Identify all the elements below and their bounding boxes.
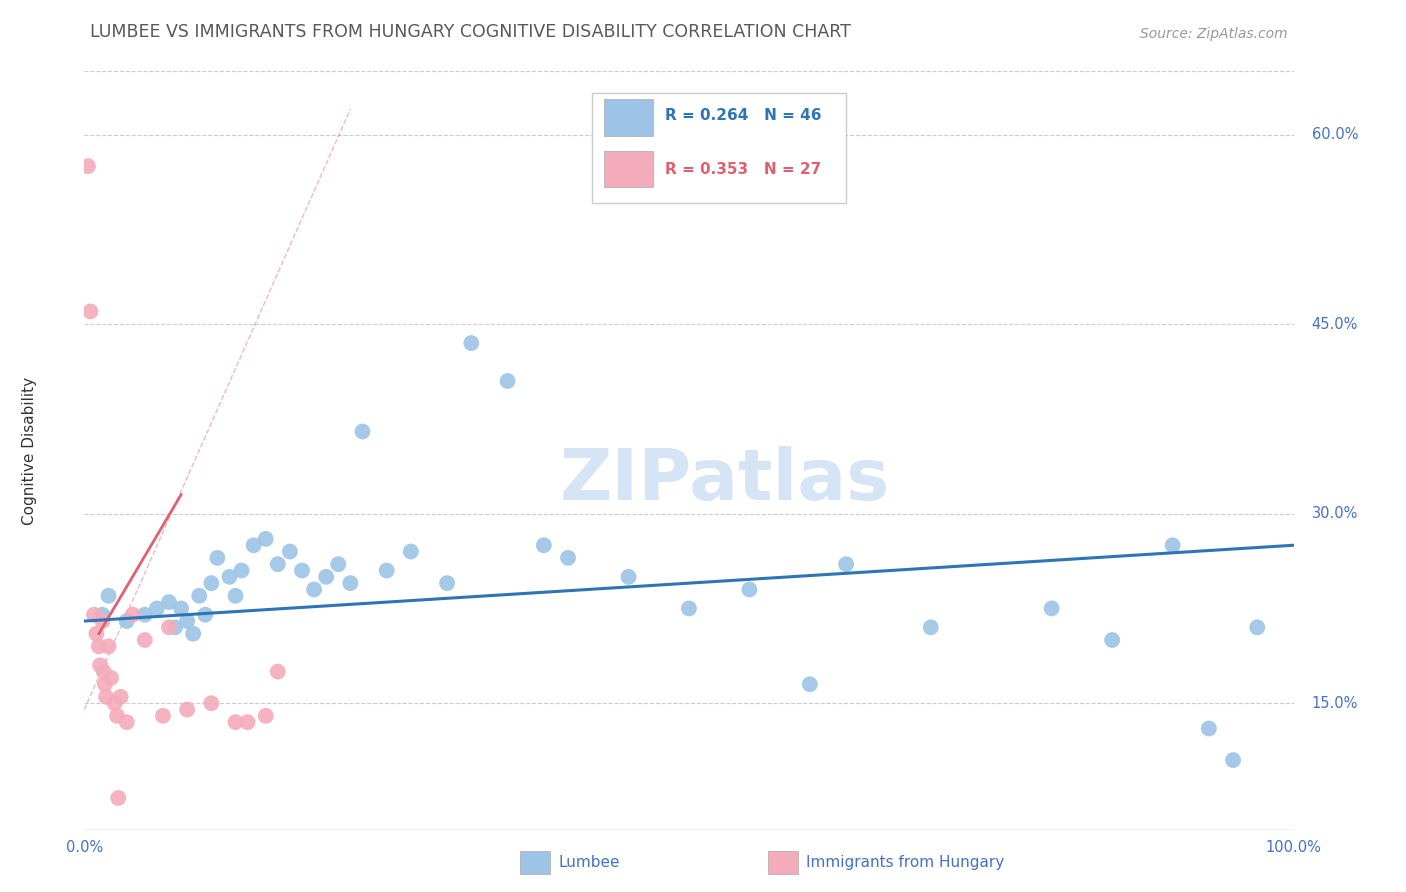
Point xyxy=(236,715,259,730)
Point xyxy=(87,640,110,654)
Point xyxy=(97,589,120,603)
Point xyxy=(267,557,290,572)
Text: 45.0%: 45.0% xyxy=(1312,317,1358,332)
Point xyxy=(115,614,138,628)
Point xyxy=(200,576,222,591)
Point xyxy=(267,665,290,679)
Text: Cognitive Disability: Cognitive Disability xyxy=(22,376,38,524)
Point xyxy=(107,791,129,805)
Point xyxy=(1198,722,1220,736)
Point xyxy=(181,626,204,640)
Text: 15.0%: 15.0% xyxy=(1312,696,1358,711)
Point xyxy=(157,620,180,634)
Point xyxy=(152,708,174,723)
Point xyxy=(94,677,117,691)
Point xyxy=(799,677,821,691)
Point xyxy=(242,538,264,552)
Point xyxy=(218,570,240,584)
Text: ZIPatlas: ZIPatlas xyxy=(560,446,890,516)
Point xyxy=(339,576,361,591)
Point xyxy=(557,550,579,565)
Point xyxy=(100,671,122,685)
FancyBboxPatch shape xyxy=(592,93,846,202)
Point xyxy=(315,570,337,584)
Point xyxy=(89,658,111,673)
Text: Immigrants from Hungary: Immigrants from Hungary xyxy=(806,855,1004,870)
Point xyxy=(134,633,156,648)
Point xyxy=(496,374,519,388)
Point xyxy=(91,607,114,622)
Point xyxy=(170,601,193,615)
Text: 60.0%: 60.0% xyxy=(1312,127,1358,142)
Point xyxy=(278,544,301,558)
Point xyxy=(188,589,211,603)
Point xyxy=(328,557,350,572)
Point xyxy=(207,550,229,565)
Point xyxy=(835,557,858,572)
Point xyxy=(1246,620,1268,634)
Point xyxy=(134,607,156,622)
Point xyxy=(83,607,105,622)
Point xyxy=(165,620,187,634)
Point xyxy=(352,425,374,439)
Point xyxy=(1161,538,1184,552)
Point xyxy=(254,532,277,546)
Point xyxy=(1222,753,1244,767)
Point xyxy=(291,564,314,578)
Point xyxy=(94,690,117,704)
Point xyxy=(77,159,100,173)
Point xyxy=(920,620,942,634)
Text: R = 0.264   N = 46: R = 0.264 N = 46 xyxy=(665,108,821,123)
Text: 0.0%: 0.0% xyxy=(66,839,103,855)
Point xyxy=(225,715,247,730)
Point xyxy=(302,582,325,597)
Point xyxy=(678,601,700,615)
Point xyxy=(146,601,169,615)
Point xyxy=(97,640,120,654)
Text: Source: ZipAtlas.com: Source: ZipAtlas.com xyxy=(1140,27,1288,41)
Point xyxy=(176,614,198,628)
Text: R = 0.353   N = 27: R = 0.353 N = 27 xyxy=(665,162,821,178)
Point xyxy=(200,696,222,710)
Point xyxy=(1040,601,1063,615)
Text: Lumbee: Lumbee xyxy=(558,855,620,870)
Point xyxy=(105,708,128,723)
Point xyxy=(79,304,101,318)
Point xyxy=(533,538,555,552)
Point xyxy=(617,570,640,584)
Point xyxy=(375,564,398,578)
Bar xyxy=(520,851,550,873)
Point xyxy=(225,589,247,603)
Point xyxy=(86,626,108,640)
Point xyxy=(399,544,422,558)
Point xyxy=(176,702,198,716)
Point xyxy=(115,715,138,730)
Point xyxy=(254,708,277,723)
Point xyxy=(194,607,217,622)
Point xyxy=(436,576,458,591)
Point xyxy=(738,582,761,597)
Point xyxy=(460,336,482,351)
Text: LUMBEE VS IMMIGRANTS FROM HUNGARY COGNITIVE DISABILITY CORRELATION CHART: LUMBEE VS IMMIGRANTS FROM HUNGARY COGNIT… xyxy=(90,23,851,41)
Point xyxy=(121,607,143,622)
Text: 30.0%: 30.0% xyxy=(1312,506,1358,521)
Bar xyxy=(768,851,797,873)
Point xyxy=(231,564,253,578)
Point xyxy=(110,690,132,704)
FancyBboxPatch shape xyxy=(605,99,652,136)
Point xyxy=(157,595,180,609)
FancyBboxPatch shape xyxy=(605,151,652,187)
Point xyxy=(91,614,114,628)
Point xyxy=(104,696,127,710)
Text: 100.0%: 100.0% xyxy=(1265,839,1322,855)
Point xyxy=(93,665,115,679)
Point xyxy=(1101,633,1123,648)
